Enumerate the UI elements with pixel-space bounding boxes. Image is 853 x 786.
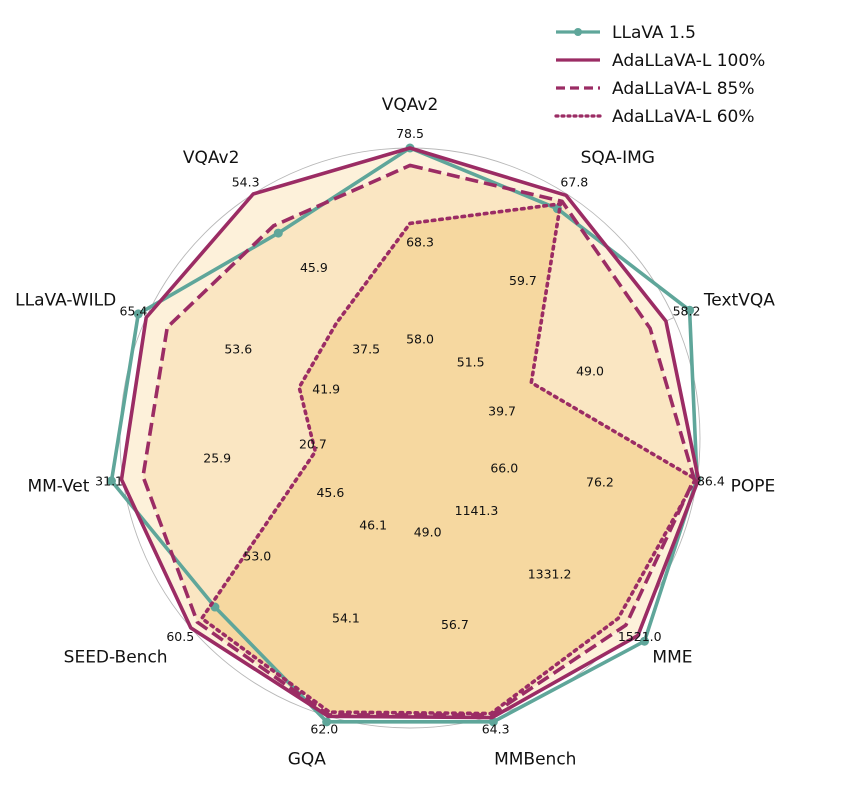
tick-label: 49.0: [576, 363, 604, 378]
series-point: [488, 717, 498, 727]
series-line-3: [200, 202, 698, 716]
legend-label: LLaVA 1.5: [612, 23, 696, 43]
tick-label: 60.5: [166, 629, 194, 644]
axis-name: GQA: [288, 749, 327, 769]
series-point: [273, 228, 283, 238]
tick-label: 45.6: [316, 485, 344, 500]
axis-name: MME: [652, 648, 692, 668]
tick-label: 1331.2: [528, 566, 572, 581]
series-line-1: [119, 146, 701, 720]
axis-name: MMBench: [494, 749, 576, 769]
tick-label: 67.8: [560, 174, 588, 189]
series-point: [322, 717, 332, 727]
tick-label: 37.5: [352, 341, 380, 356]
tick-label: 56.7: [441, 617, 469, 632]
axis-name: SQA-IMG: [581, 148, 655, 168]
axis-name: MM-Vet: [27, 477, 89, 497]
tick-label: 53.6: [224, 341, 252, 356]
tick-label: 54.1: [332, 610, 360, 625]
tick-label: 64.3: [482, 722, 510, 737]
tick-label: 86.4: [697, 473, 725, 488]
axis-name: TextVQA: [703, 290, 775, 310]
tick-label: 49.0: [414, 524, 442, 539]
tick-label: 51.5: [457, 354, 485, 369]
tick-label: 39.7: [488, 403, 516, 418]
tick-label: 66.0: [490, 460, 518, 475]
tick-label: 20.7: [299, 437, 327, 452]
axis-name: VQAv2: [183, 148, 240, 168]
radar-labels: 58.0 68.3 78.5 VQAv2 51.5 59.7 67.8 SQA-IMG 39.7…: [15, 95, 775, 769]
legend-label: AdaLLaVA-L 85%: [612, 79, 755, 99]
legend-marker: [574, 28, 582, 36]
tick-label: 54.3: [232, 174, 260, 189]
tick-label: 46.1: [359, 518, 387, 533]
fill-inner: [201, 203, 696, 714]
tick-label: 25.9: [203, 450, 231, 465]
radar-fill: [121, 148, 699, 718]
tick-label: 58.0: [406, 331, 434, 346]
tick-label: 31.1: [95, 473, 123, 488]
tick-label: 53.0: [243, 548, 271, 563]
tick-label: 1521.0: [618, 629, 662, 644]
legend: LLaVA 1.5 AdaLLaVA-L 100% AdaLLaVA-L 85% Ad…: [554, 23, 765, 127]
tick-label: 59.7: [509, 273, 537, 288]
tick-label: 65.4: [120, 304, 148, 319]
tick-label: 78.5: [396, 126, 424, 141]
radar-series: [106, 143, 702, 727]
tick-label: 41.9: [312, 382, 340, 397]
series-point: [106, 476, 116, 486]
legend-label: AdaLLaVA-L 60%: [612, 107, 755, 127]
tick-label: 58.2: [673, 304, 701, 319]
axis-name: POPE: [731, 477, 776, 497]
axis-name: VQAv2: [382, 95, 439, 115]
series-point: [685, 305, 695, 315]
axis-name: LLaVA-WILD: [15, 290, 116, 310]
tick-label: 45.9: [300, 260, 328, 275]
tick-label: 62.0: [310, 722, 338, 737]
series-point: [133, 309, 143, 319]
tick-label: 1141.3: [455, 503, 499, 518]
legend-label: AdaLLaVA-L 100%: [612, 51, 765, 71]
series-point: [640, 636, 650, 646]
tick-label: 68.3: [406, 235, 434, 250]
axis-name: SEED-Bench: [64, 648, 168, 668]
series-line-2: [141, 163, 697, 717]
tick-label: 76.2: [586, 474, 614, 489]
